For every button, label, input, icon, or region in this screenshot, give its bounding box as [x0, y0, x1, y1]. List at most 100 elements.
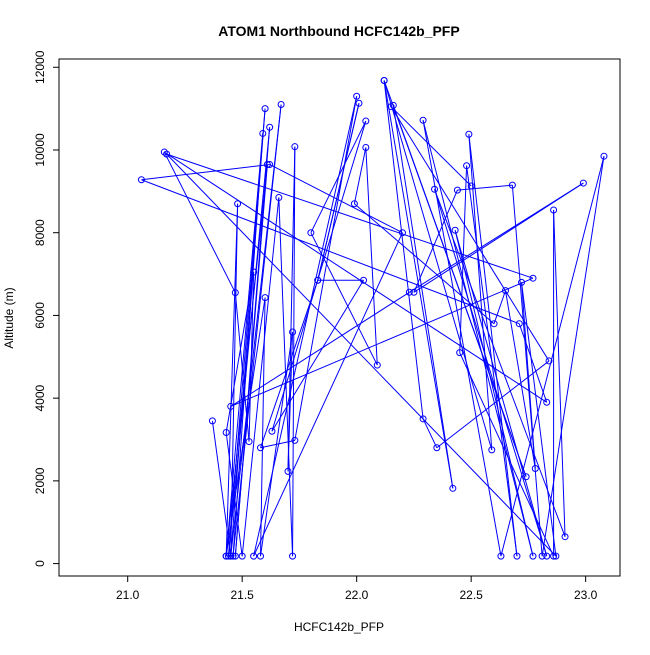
data-point: [263, 160, 271, 168]
x-tick-label: 23.0: [574, 588, 598, 602]
series-segment: [511, 185, 543, 557]
data-point: [291, 436, 299, 444]
series-segment: [365, 147, 378, 366]
series-segment: [230, 277, 534, 407]
series-segment: [434, 189, 566, 537]
y-tick-label: 0: [33, 560, 47, 567]
series-segment: [500, 156, 605, 557]
x-axis: 21.0 21.5 22.0 22.5 23.0: [116, 575, 598, 602]
y-tick-label: 8000: [33, 219, 47, 246]
data-point: [513, 552, 521, 560]
data-point: [163, 150, 171, 158]
series-segment: [141, 163, 270, 181]
series-segment: [518, 323, 548, 403]
series-segment: [422, 120, 534, 557]
data-point: [289, 552, 297, 560]
data-point: [227, 552, 235, 560]
data-point: [405, 288, 413, 296]
series-segment: [454, 230, 534, 557]
series-segment: [422, 418, 438, 448]
data-point: [261, 294, 269, 302]
data-point: [284, 467, 292, 475]
x-tick-label: 22.5: [459, 588, 483, 602]
data-point: [234, 200, 242, 208]
data-point: [245, 438, 253, 446]
series-segment: [392, 105, 527, 477]
data-point: [451, 226, 459, 234]
data-point: [410, 288, 418, 296]
data-point: [463, 162, 471, 170]
x-axis-label: HCFC142b_PFP: [294, 620, 384, 634]
series-segment: [466, 165, 518, 557]
data-point: [518, 278, 526, 286]
data-point: [259, 129, 267, 137]
series-segment: [241, 197, 280, 557]
data-point: [561, 533, 569, 541]
data-point: [277, 100, 285, 108]
data-point: [419, 116, 427, 124]
data-point: [579, 179, 587, 187]
data-point: [266, 160, 274, 168]
series-segment: [468, 134, 493, 450]
series-segment: [436, 360, 550, 449]
data-point: [222, 428, 230, 436]
data-point: [362, 117, 370, 125]
series-segment: [383, 80, 493, 450]
series-segment: [354, 203, 495, 325]
data-point: [522, 473, 530, 481]
data-point: [160, 148, 168, 156]
series-segment: [457, 184, 513, 191]
series-segment: [164, 151, 548, 403]
series-segment: [390, 106, 550, 362]
data-point: [137, 176, 145, 184]
data-point: [360, 276, 368, 284]
y-tick-label: 6000: [33, 302, 47, 329]
series-segment: [260, 439, 295, 449]
data-point: [314, 276, 322, 284]
data-point: [353, 92, 361, 100]
series-segment: [541, 156, 605, 557]
series-segment: [383, 80, 454, 489]
data-point: [257, 552, 265, 560]
data-point: [456, 349, 464, 357]
data-point: [387, 103, 395, 111]
data-point: [362, 144, 370, 152]
series-segment: [310, 232, 378, 366]
data-point: [208, 417, 216, 425]
series-segment: [234, 292, 250, 442]
series-segment: [413, 182, 584, 293]
series-segment: [459, 352, 555, 557]
data-point: [497, 552, 505, 560]
series-segment: [271, 120, 367, 432]
series-segment: [383, 80, 424, 419]
series-segment: [505, 290, 536, 469]
data-point: [268, 427, 276, 435]
series-segment: [225, 432, 243, 557]
data-point: [266, 123, 274, 131]
data-point: [275, 194, 283, 202]
y-tick-label: 2000: [33, 467, 47, 494]
data-point: [552, 552, 560, 560]
data-point: [229, 552, 237, 560]
data-point: [238, 552, 246, 560]
series-segment: [413, 189, 458, 293]
series-segment: [225, 203, 239, 557]
series-points: [137, 77, 608, 560]
series-segment: [230, 104, 282, 557]
data-point: [543, 398, 551, 406]
series-segment: [248, 271, 255, 442]
data-point: [529, 274, 537, 282]
data-point: [538, 552, 546, 560]
data-point: [433, 444, 441, 452]
x-tick-label: 21.0: [116, 588, 140, 602]
data-point: [231, 289, 239, 297]
data-point: [398, 229, 406, 237]
data-point: [465, 130, 473, 138]
data-point: [515, 320, 523, 328]
x-tick-label: 21.5: [231, 588, 255, 602]
y-axis-label: Altitude (m): [2, 287, 16, 348]
series-segment: [227, 108, 266, 557]
series-segment: [278, 197, 294, 557]
chart-title: ATOM1 Northbound HCFC142b_PFP: [218, 23, 459, 39]
